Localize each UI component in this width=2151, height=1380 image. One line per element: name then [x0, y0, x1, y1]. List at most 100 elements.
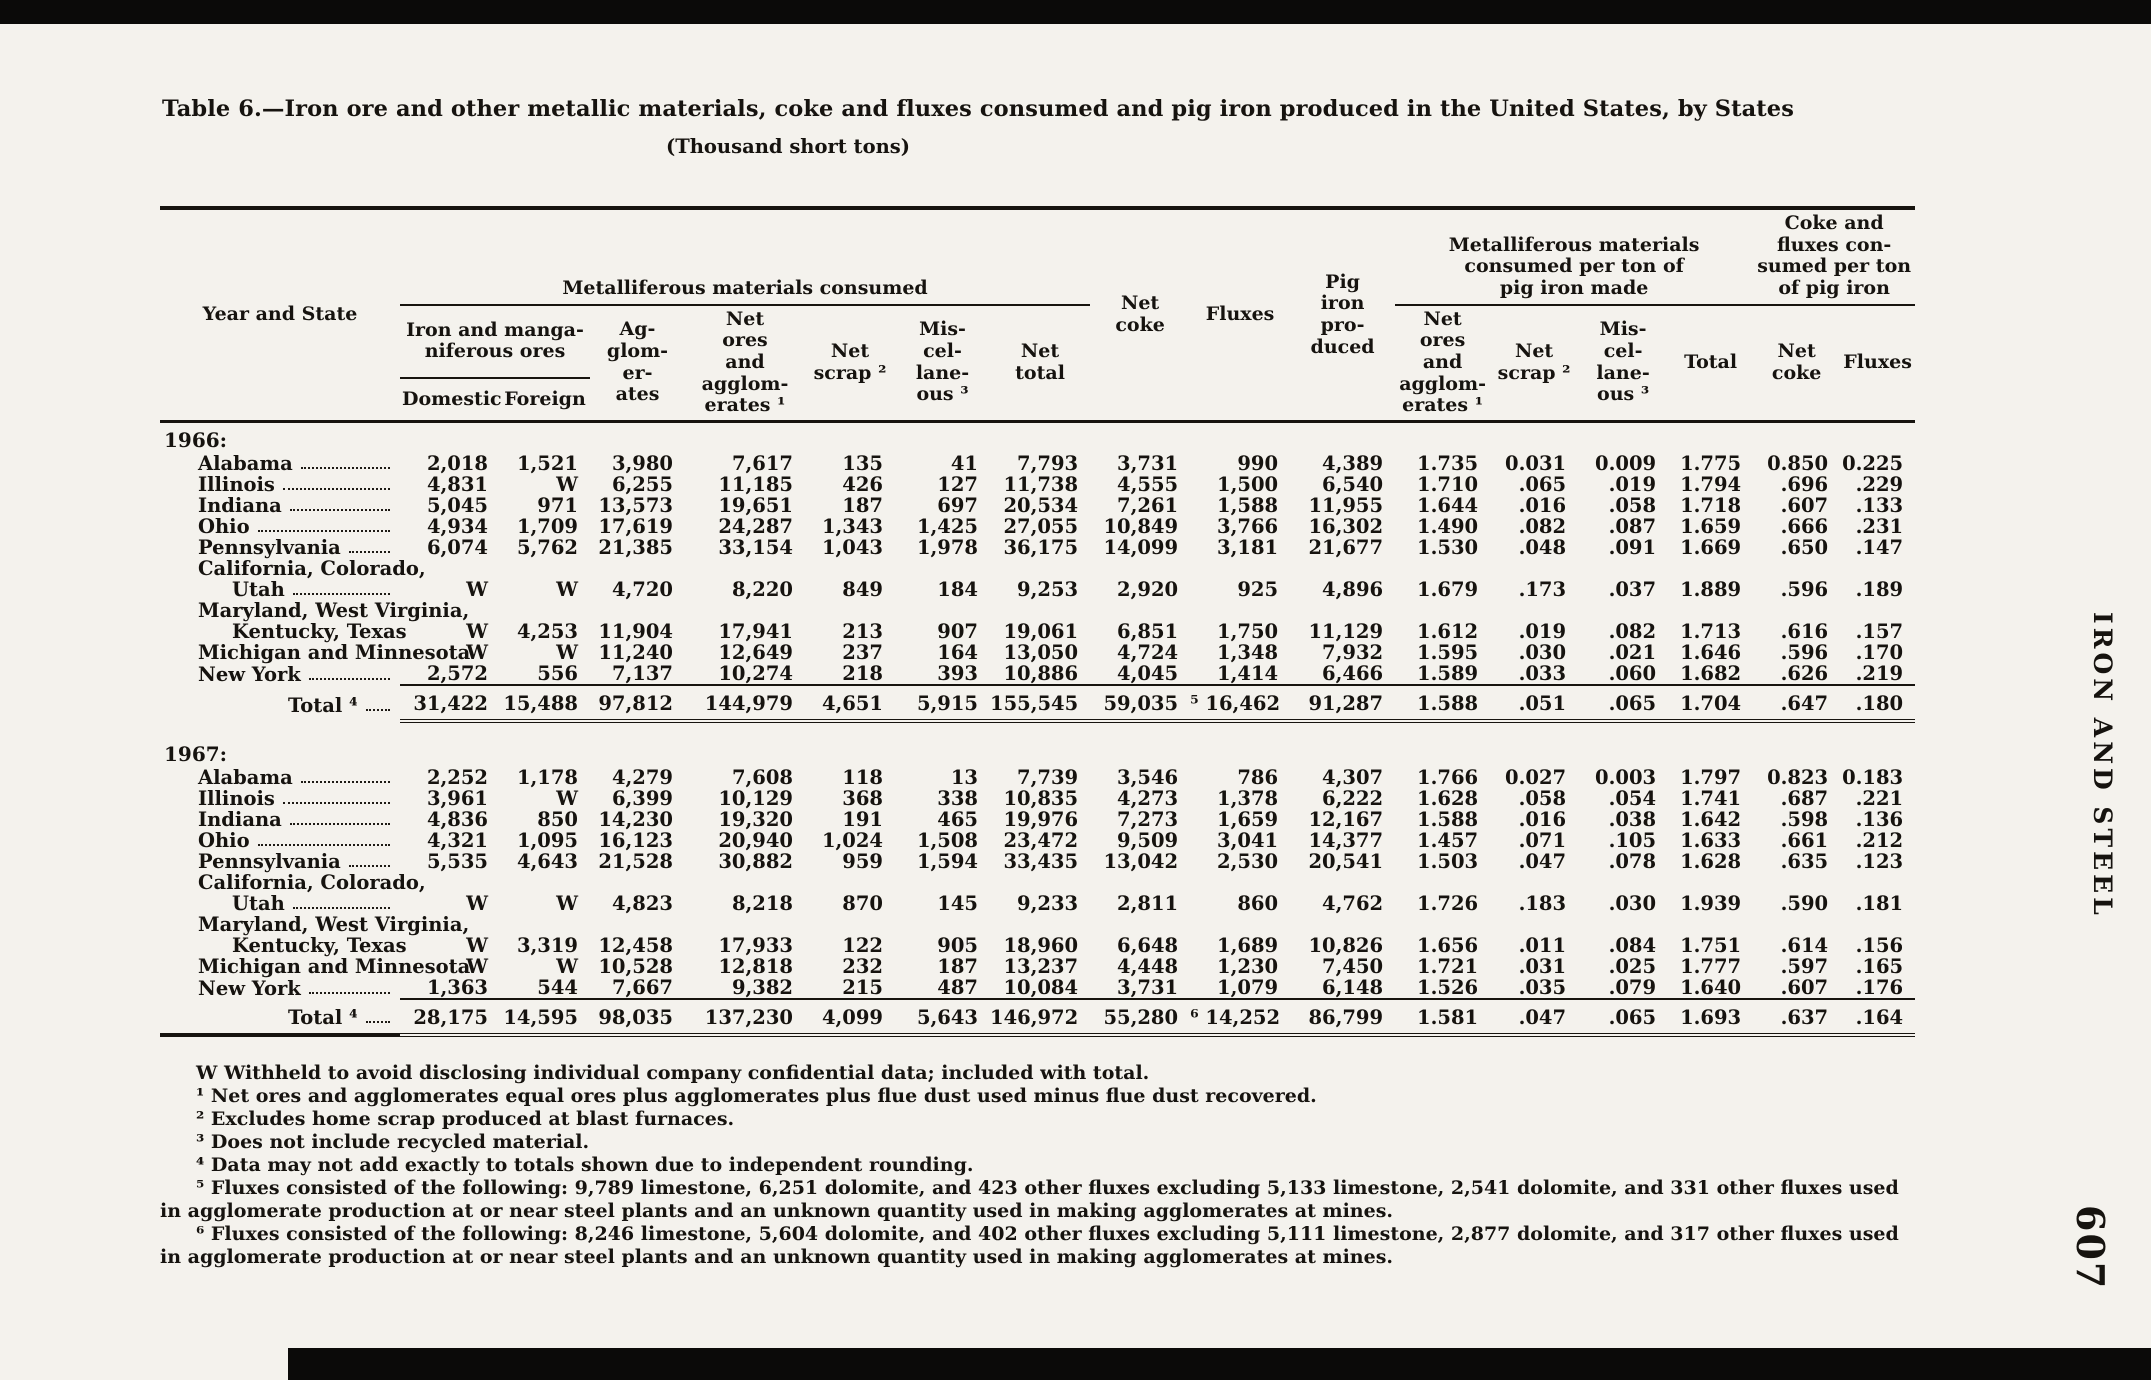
row-label-line: Maryland, West Virginia, [198, 912, 470, 936]
table-cell: 1,521 [516, 451, 578, 475]
table-cell: 16,123 [598, 828, 673, 852]
table-cell: 1.713 [1680, 619, 1742, 643]
table-row: Michigan and Minnesota W W 11,240 12,649 237 1… [160, 642, 1915, 663]
table-cell: 97,812 [590, 683, 685, 723]
table-cell: 7,608 [731, 765, 793, 789]
leader-dots [257, 529, 390, 532]
table-cell: 1,508 [916, 828, 978, 852]
table-cell: 1.741 [1680, 786, 1742, 810]
table-cell: 4,720 [611, 577, 673, 601]
table-cell: 4,934 [426, 514, 488, 538]
table-cell: 146,972 [990, 997, 1091, 1037]
table-cell: 55,280 [1090, 997, 1191, 1037]
states-table: Year and State Metalliferous materials c… [160, 206, 1916, 1037]
table-cell: 870 [842, 891, 883, 915]
table-cell: .035 [1518, 975, 1567, 999]
table-cell: 12,818 [718, 954, 793, 978]
table-cell: .647 [1753, 683, 1841, 723]
footnote: ² Excludes home scrap produced at blast … [196, 1108, 735, 1130]
row-label-cell: Alabama [160, 767, 400, 788]
row-label: Indiana [198, 807, 282, 831]
table-cell: 5,762 [516, 535, 578, 559]
table-cell: 1.646 [1680, 640, 1742, 664]
table-cell: .180 [1840, 683, 1916, 723]
table-cell: 1.659 [1680, 514, 1742, 538]
year-row: 1967: [160, 737, 1915, 767]
table-cell: W [556, 640, 578, 664]
table-cell: .038 [1608, 807, 1657, 831]
table-cell: 5,045 [426, 493, 488, 517]
table-cell: 860 [1237, 891, 1279, 915]
table-cell: 86,799 [1290, 997, 1396, 1037]
table-cell: 17,941 [718, 619, 793, 643]
leader-dots [308, 677, 390, 680]
table-cell: 5,535 [426, 849, 488, 873]
table-cell: 30,882 [718, 849, 793, 873]
table-cell: 1.797 [1680, 765, 1742, 789]
table-cell: 122 [842, 933, 883, 957]
row-label: Kentucky, Texas [232, 933, 407, 957]
table-cell: 0.003 [1595, 765, 1657, 789]
table-cell: W [466, 619, 488, 643]
table-cell: .637 [1753, 997, 1841, 1037]
table-cell: 19,651 [718, 493, 793, 517]
table-cell: 1.457 [1417, 828, 1479, 852]
table-cell: 11,955 [1308, 493, 1384, 517]
row-label: Illinois [198, 786, 275, 810]
table-cell: .031 [1518, 954, 1567, 978]
table-cell: 7,793 [1017, 451, 1079, 475]
table-cell: 4,896 [1322, 577, 1384, 601]
table-cell: .054 [1608, 786, 1657, 810]
row-label-cell: New York [160, 663, 400, 685]
table-cell: .091 [1608, 535, 1657, 559]
table-cell: 1,230 [1217, 954, 1279, 978]
table-cell: .105 [1608, 828, 1657, 852]
table-cell: 1,425 [916, 514, 978, 538]
table-cell: 1.775 [1680, 451, 1742, 475]
table-cell: 4,643 [516, 849, 578, 873]
table-cell: 3,766 [1217, 514, 1279, 538]
table-cell: .071 [1518, 828, 1567, 852]
table-cell: W [466, 933, 488, 957]
table-cell: .030 [1608, 891, 1657, 915]
table-cell: 1.693 [1668, 997, 1754, 1037]
table-cell: 3,041 [1217, 828, 1279, 852]
chapter-side-label: IRON AND STEEL [2088, 612, 2117, 919]
table-cell: 1.939 [1680, 891, 1742, 915]
table-cell: 7,450 [1322, 954, 1384, 978]
table-cell: 137,230 [685, 997, 805, 1037]
table-cell: 218 [842, 661, 883, 685]
table-cell: 13,042 [1103, 849, 1179, 873]
table-cell: .087 [1608, 514, 1657, 538]
col-header-domestic: Domestic [402, 387, 502, 410]
col-header-year-state: Year and State [202, 303, 358, 326]
table-cell: .597 [1780, 954, 1829, 978]
table-cell: 17,619 [598, 514, 673, 538]
table-cell: 3,181 [1217, 535, 1279, 559]
table-cell: 8,220 [731, 577, 793, 601]
table-cell: 19,061 [1003, 619, 1079, 643]
table-cell: .616 [1780, 619, 1829, 643]
table-cell: .181 [1855, 891, 1904, 915]
table-cell: W [466, 577, 488, 601]
table-cell: 1,363 [426, 975, 488, 999]
table-cell: 4,099 [805, 997, 895, 1037]
table-cell: 1,588 [1217, 493, 1279, 517]
table-header: Year and State Metalliferous materials c… [160, 208, 1916, 422]
table-cell: 1.679 [1417, 577, 1479, 601]
table-cell: 465 [937, 807, 978, 831]
leader-dots [348, 864, 390, 867]
table-cell: .607 [1780, 493, 1829, 517]
table-row: Maryland, West Virginia, Kentucky, Texas W… [160, 914, 1915, 956]
table-cell: 0.009 [1595, 451, 1657, 475]
table-cell: 191 [842, 807, 883, 831]
table-cell: 12,649 [718, 640, 793, 664]
table-cell: 10,084 [1003, 975, 1079, 999]
table-cell: .661 [1780, 828, 1829, 852]
table-cell: .033 [1518, 661, 1567, 685]
col-header-net-ores: Net ores and agglom- erates ¹ [701, 307, 789, 417]
table-cell: 10,528 [598, 954, 673, 978]
table-cell: W [466, 954, 488, 978]
table-cell: 19,320 [718, 807, 793, 831]
table-cell: .011 [1518, 933, 1567, 957]
